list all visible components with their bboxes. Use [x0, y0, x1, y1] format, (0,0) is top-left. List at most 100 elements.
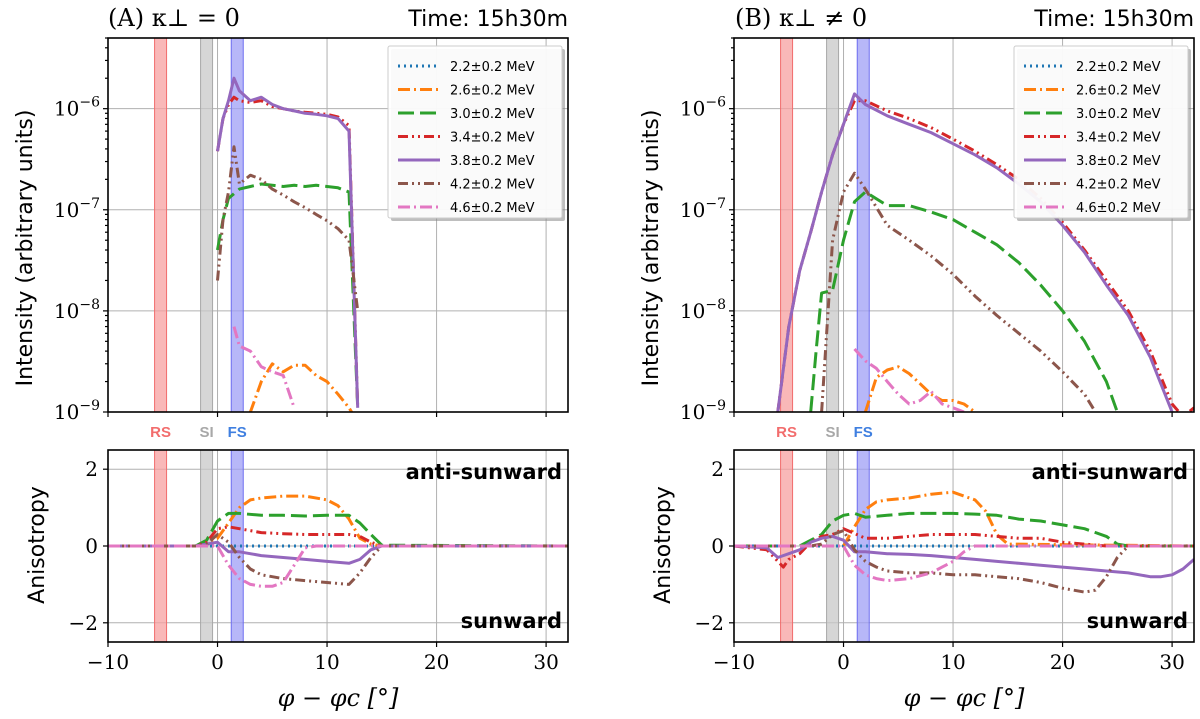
- panel-A: 10−9 10−8 10−7 10−6 RS SI FS 2.2±0.2 MeV 2.6±0.2…: [54, 37, 569, 441]
- x-tick-label: 0: [837, 650, 850, 674]
- y-tick-label: 2: [85, 457, 98, 481]
- marker-band-si: [826, 38, 840, 412]
- legend-label: 3.0±0.2 MeV: [450, 107, 535, 122]
- plot-area: [108, 450, 568, 642]
- x-tick-label: 30: [1159, 650, 1184, 674]
- panel-a-xlabel: φ − φc [°]: [278, 684, 399, 712]
- x-tick-label: 30: [533, 650, 558, 674]
- series-line-4-2-mev: [216, 145, 360, 312]
- marker-band-rs: [780, 38, 794, 412]
- legend-label: 2.2±0.2 MeV: [1076, 60, 1161, 75]
- panel-b-intensity-ylabel: Intensity (arbitrary units): [639, 110, 664, 387]
- y-tick-label: 10−7: [680, 196, 726, 222]
- panel-b-time-label: Time: 15h30m: [1033, 7, 1194, 32]
- sunward-label: sunward: [461, 609, 562, 633]
- x-tick-label: 0: [211, 650, 224, 674]
- y-tick-label: 10−7: [54, 196, 100, 222]
- panel-a-intensity-ylabel: Intensity (arbitrary units): [13, 110, 38, 387]
- anti-sunward-label: anti-sunward: [1032, 460, 1188, 484]
- x-tick-label: 20: [1050, 650, 1075, 674]
- legend-label: 4.6±0.2 MeV: [1076, 201, 1161, 216]
- marker-label-si: SI: [825, 424, 839, 441]
- y-tick-label: −2: [695, 611, 724, 635]
- y-tick-label: 10−9: [54, 398, 100, 424]
- series-line-3-4-mev: [108, 525, 568, 548]
- series-line-3-8-mev: [216, 76, 360, 408]
- panel-b-xlabel: φ − φc [°]: [904, 684, 1025, 712]
- x-tick-label: −10: [713, 650, 755, 674]
- panel-a-time-label: Time: 15h30m: [407, 7, 568, 32]
- series-line-4-6-mev: [734, 544, 1194, 583]
- anti-sunward-label: anti-sunward: [406, 460, 562, 484]
- series-line-2-6-mev: [734, 490, 1194, 548]
- plot-panels: 10−9 10−8 10−7 10−6 RS SI FS 2.2±0.2 MeV 2.6±0.2…: [54, 37, 1195, 674]
- series-line-4-6-mev: [232, 326, 296, 409]
- legend-label: 3.0±0.2 MeV: [1076, 107, 1161, 122]
- series-line-4-2-mev: [820, 171, 1097, 412]
- marker-band-fs: [856, 450, 870, 642]
- y-tick-label: 10−6: [680, 95, 726, 121]
- series-line-4-2-mev: [108, 533, 568, 586]
- legend-label: 2.6±0.2 MeV: [1076, 84, 1161, 99]
- marker-label-rs: RS: [776, 424, 797, 441]
- series-line-3-4-mev: [216, 95, 360, 408]
- legend: 2.2±0.2 MeV 2.6±0.2 MeV 3.0±0.2 MeV 3.4±0.2…: [1013, 45, 1191, 221]
- series-line-2-6-mev: [248, 362, 354, 412]
- panel-A-anisotropy: −10 0 10 20 30 −2 0 2 anti-sunward sunward: [69, 449, 569, 674]
- marker-band-fs: [230, 38, 244, 412]
- marker-label-si: SI: [199, 424, 213, 441]
- legend-label: 3.8±0.2 MeV: [1076, 154, 1161, 169]
- y-tick-label: 10−8: [680, 297, 726, 323]
- series-line-3-0-mev: [216, 182, 360, 408]
- marker-label-rs: RS: [150, 424, 171, 441]
- series-line-3-0-mev: [809, 190, 1119, 412]
- legend-label: 4.2±0.2 MeV: [1076, 178, 1161, 193]
- y-tick-label: 0: [85, 534, 98, 558]
- legend-label: 3.4±0.2 MeV: [1076, 131, 1161, 146]
- y-tick-label: 10−9: [680, 398, 726, 424]
- legend-label: 3.4±0.2 MeV: [450, 131, 535, 146]
- legend-label: 4.6±0.2 MeV: [450, 201, 535, 216]
- x-tick-label: −10: [87, 650, 129, 674]
- panel-B-anisotropy: −10 0 10 20 30 −2 0 2 anti-sunward sunward: [695, 449, 1195, 674]
- series-line-4-6-mev: [853, 347, 965, 412]
- series-line-4-6-mev: [108, 544, 568, 588]
- x-tick-label: 10: [940, 650, 965, 674]
- panel-b-anisotropy-ylabel: Anisotropy: [651, 486, 676, 604]
- y-tick-label: 10−8: [54, 297, 100, 323]
- series-line-3-0-mev: [734, 511, 1194, 548]
- series-line-3-8-mev: [734, 534, 1194, 579]
- panel-b-title: (B) κ⊥ ≠ 0: [735, 4, 867, 32]
- series-line-3-0-mev: [108, 511, 568, 548]
- series-line-3-8-mev: [108, 540, 568, 565]
- sunward-label: sunward: [1087, 609, 1188, 633]
- plot-area: [776, 38, 1194, 412]
- legend-label: 2.6±0.2 MeV: [450, 84, 535, 99]
- y-tick-label: −2: [69, 611, 98, 635]
- y-tick-label: 10−6: [54, 95, 100, 121]
- series-line-2-6-mev: [108, 494, 568, 548]
- legend-label: 4.2±0.2 MeV: [450, 178, 535, 193]
- x-tick-label: 20: [424, 650, 449, 674]
- x-tick-label: 10: [314, 650, 339, 674]
- legend: 2.2±0.2 MeV 2.6±0.2 MeV 3.0±0.2 MeV 3.4±0.2…: [387, 45, 565, 221]
- y-tick-label: 0: [711, 534, 724, 558]
- series-line-3-8-mev: [776, 92, 1174, 412]
- marker-band-rs: [154, 38, 168, 412]
- marker-label-fs: FS: [854, 424, 873, 441]
- marker-band-fs: [856, 38, 870, 412]
- series-line-4-2-mev: [734, 529, 1194, 594]
- series-line-3-4-mev: [776, 99, 1194, 412]
- panel-a-anisotropy-ylabel: Anisotropy: [25, 486, 50, 604]
- plot-area: [154, 38, 360, 412]
- marker-label-fs: FS: [228, 424, 247, 441]
- marker-band-si: [200, 38, 214, 412]
- legend-label: 2.2±0.2 MeV: [450, 60, 535, 75]
- y-tick-label: 2: [711, 457, 724, 481]
- legend-label: 3.8±0.2 MeV: [450, 154, 535, 169]
- panel-B: 10−9 10−8 10−7 10−6 RS SI FS 2.2±0.2 MeV 2.6±0.2…: [680, 37, 1195, 441]
- series-line-2-6-mev: [863, 365, 976, 412]
- series-line-3-4-mev: [734, 527, 1194, 569]
- plot-area: [734, 450, 1194, 642]
